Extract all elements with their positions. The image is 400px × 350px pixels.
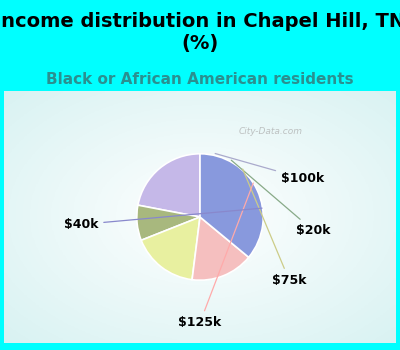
Text: $100k: $100k [215,154,324,185]
Text: Black or African American residents: Black or African American residents [46,72,354,87]
Wedge shape [137,205,200,240]
Wedge shape [138,154,200,217]
Text: $40k: $40k [64,208,262,231]
Wedge shape [192,217,249,280]
Text: $125k: $125k [178,183,253,329]
Text: Income distribution in Chapel Hill, TN
(%): Income distribution in Chapel Hill, TN (… [0,12,400,53]
Text: $75k: $75k [243,169,306,287]
Wedge shape [141,217,200,280]
Text: $20k: $20k [231,160,330,237]
Text: City-Data.com: City-Data.com [239,127,303,135]
Wedge shape [200,154,263,257]
